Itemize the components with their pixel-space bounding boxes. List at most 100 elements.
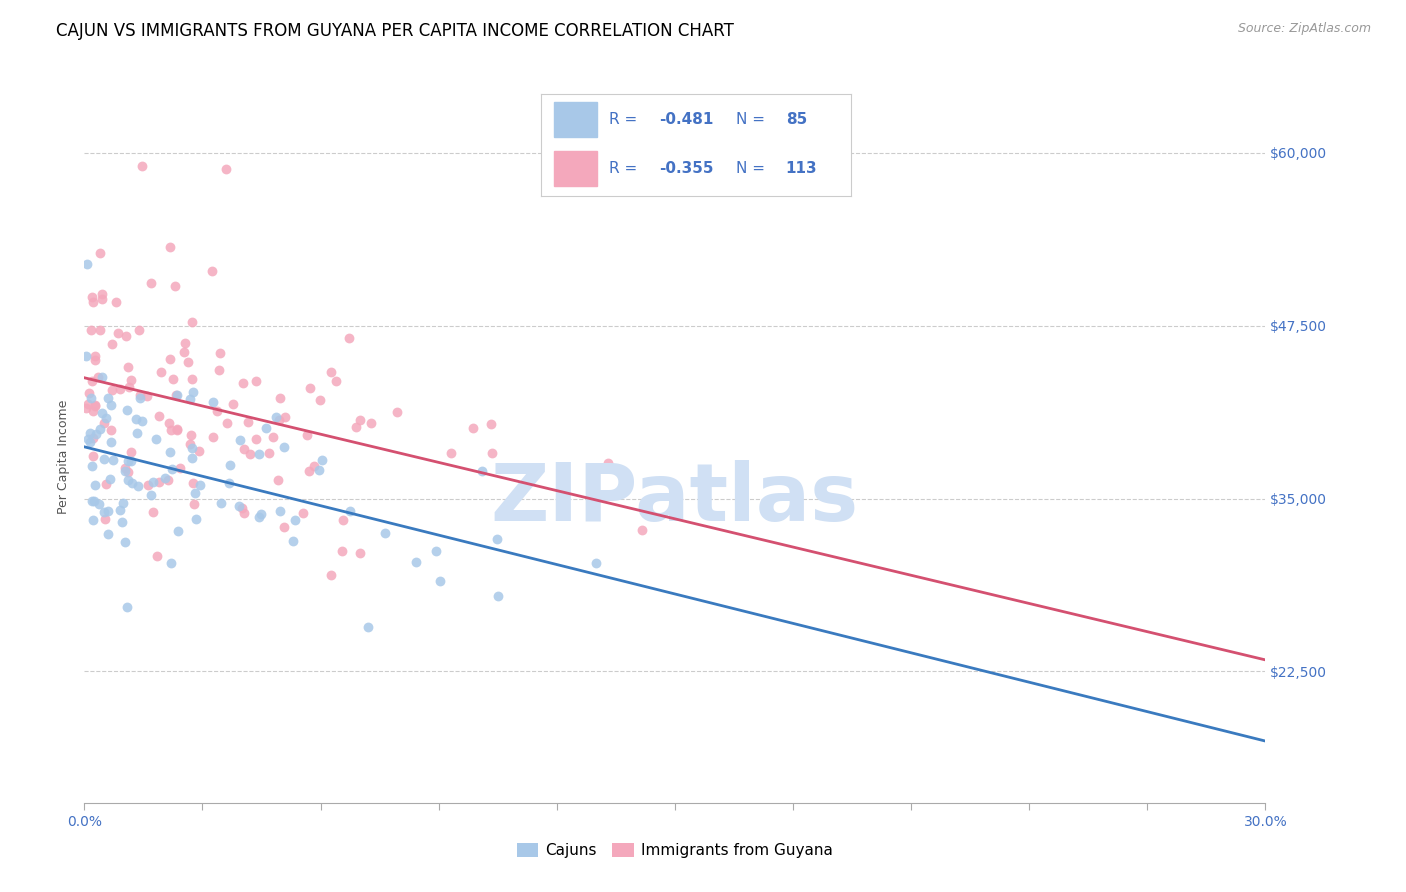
Point	[215, 162, 238, 177]
Point	[598, 456, 620, 470]
Y-axis label: Per Capita Income: Per Capita Income	[58, 400, 70, 515]
Point	[125, 412, 148, 426]
Point	[120, 373, 142, 387]
Point	[141, 277, 163, 291]
Point	[239, 446, 262, 460]
Point	[254, 420, 277, 434]
Point	[249, 508, 271, 522]
Point	[269, 413, 291, 427]
Legend: Cajuns, Immigrants from Guyana: Cajuns, Immigrants from Guyana	[510, 837, 839, 864]
Point	[165, 388, 187, 402]
Point	[179, 437, 201, 451]
Point	[117, 599, 139, 614]
Text: ZIPatlas: ZIPatlas	[491, 459, 859, 538]
Text: R =: R =	[609, 161, 643, 176]
Point	[585, 556, 607, 570]
Point	[207, 404, 229, 418]
Point	[101, 336, 124, 351]
Point	[91, 287, 114, 301]
Point	[349, 413, 371, 427]
Point	[84, 349, 107, 363]
Point	[131, 159, 153, 173]
Point	[76, 257, 98, 271]
Point	[284, 513, 307, 527]
Bar	[554, 102, 598, 136]
Point	[100, 398, 122, 412]
Point	[267, 473, 290, 487]
Point	[308, 462, 330, 476]
Point	[148, 409, 170, 424]
Point	[94, 512, 117, 526]
Point	[385, 405, 408, 419]
Point	[339, 504, 361, 518]
Point	[82, 374, 104, 388]
Bar	[554, 151, 598, 186]
Point	[82, 294, 104, 309]
Point	[87, 370, 110, 384]
Point	[291, 506, 314, 520]
Point	[159, 351, 181, 366]
Point	[80, 391, 103, 405]
Point	[281, 533, 304, 548]
Point	[145, 432, 167, 446]
Point	[169, 460, 191, 475]
Point	[135, 389, 157, 403]
Point	[425, 543, 447, 558]
Point	[215, 416, 238, 430]
Point	[222, 397, 245, 411]
Point	[332, 544, 354, 558]
Point	[298, 381, 321, 395]
Point	[82, 404, 104, 418]
Point	[91, 369, 114, 384]
Point	[153, 471, 176, 485]
Point	[245, 432, 267, 446]
Point	[177, 355, 200, 369]
Text: 113: 113	[786, 161, 817, 176]
Point	[481, 446, 503, 460]
Point	[295, 427, 318, 442]
Point	[120, 445, 142, 459]
Point	[166, 524, 188, 538]
Point	[87, 497, 110, 511]
Point	[166, 422, 188, 436]
Point	[302, 459, 325, 474]
Point	[156, 474, 179, 488]
Point	[115, 403, 138, 417]
Point	[236, 415, 259, 429]
Point	[325, 374, 347, 388]
Point	[91, 406, 114, 420]
Text: N =: N =	[737, 112, 770, 127]
Point	[84, 477, 107, 491]
Point	[83, 494, 105, 508]
Point	[93, 452, 115, 467]
Point	[209, 496, 232, 510]
Point	[128, 391, 150, 405]
Point	[108, 503, 131, 517]
Point	[82, 513, 104, 527]
Point	[96, 477, 118, 491]
Point	[93, 416, 115, 430]
Point	[349, 546, 371, 560]
Point	[202, 430, 225, 444]
Point	[82, 431, 104, 445]
Point	[160, 423, 183, 437]
Point	[264, 409, 287, 424]
Point	[83, 352, 105, 367]
Point	[429, 574, 451, 588]
Text: -0.355: -0.355	[659, 161, 713, 176]
Point	[201, 264, 224, 278]
Point	[114, 464, 136, 478]
Point	[118, 380, 141, 394]
Point	[208, 346, 231, 360]
Point	[181, 371, 204, 385]
Point	[247, 447, 270, 461]
Point	[82, 494, 104, 508]
Point	[183, 476, 205, 491]
Point	[89, 246, 111, 260]
Point	[107, 326, 129, 340]
Point	[84, 399, 107, 413]
Point	[115, 329, 138, 343]
Point	[188, 478, 211, 492]
Point	[184, 485, 207, 500]
Text: 85: 85	[786, 112, 807, 127]
